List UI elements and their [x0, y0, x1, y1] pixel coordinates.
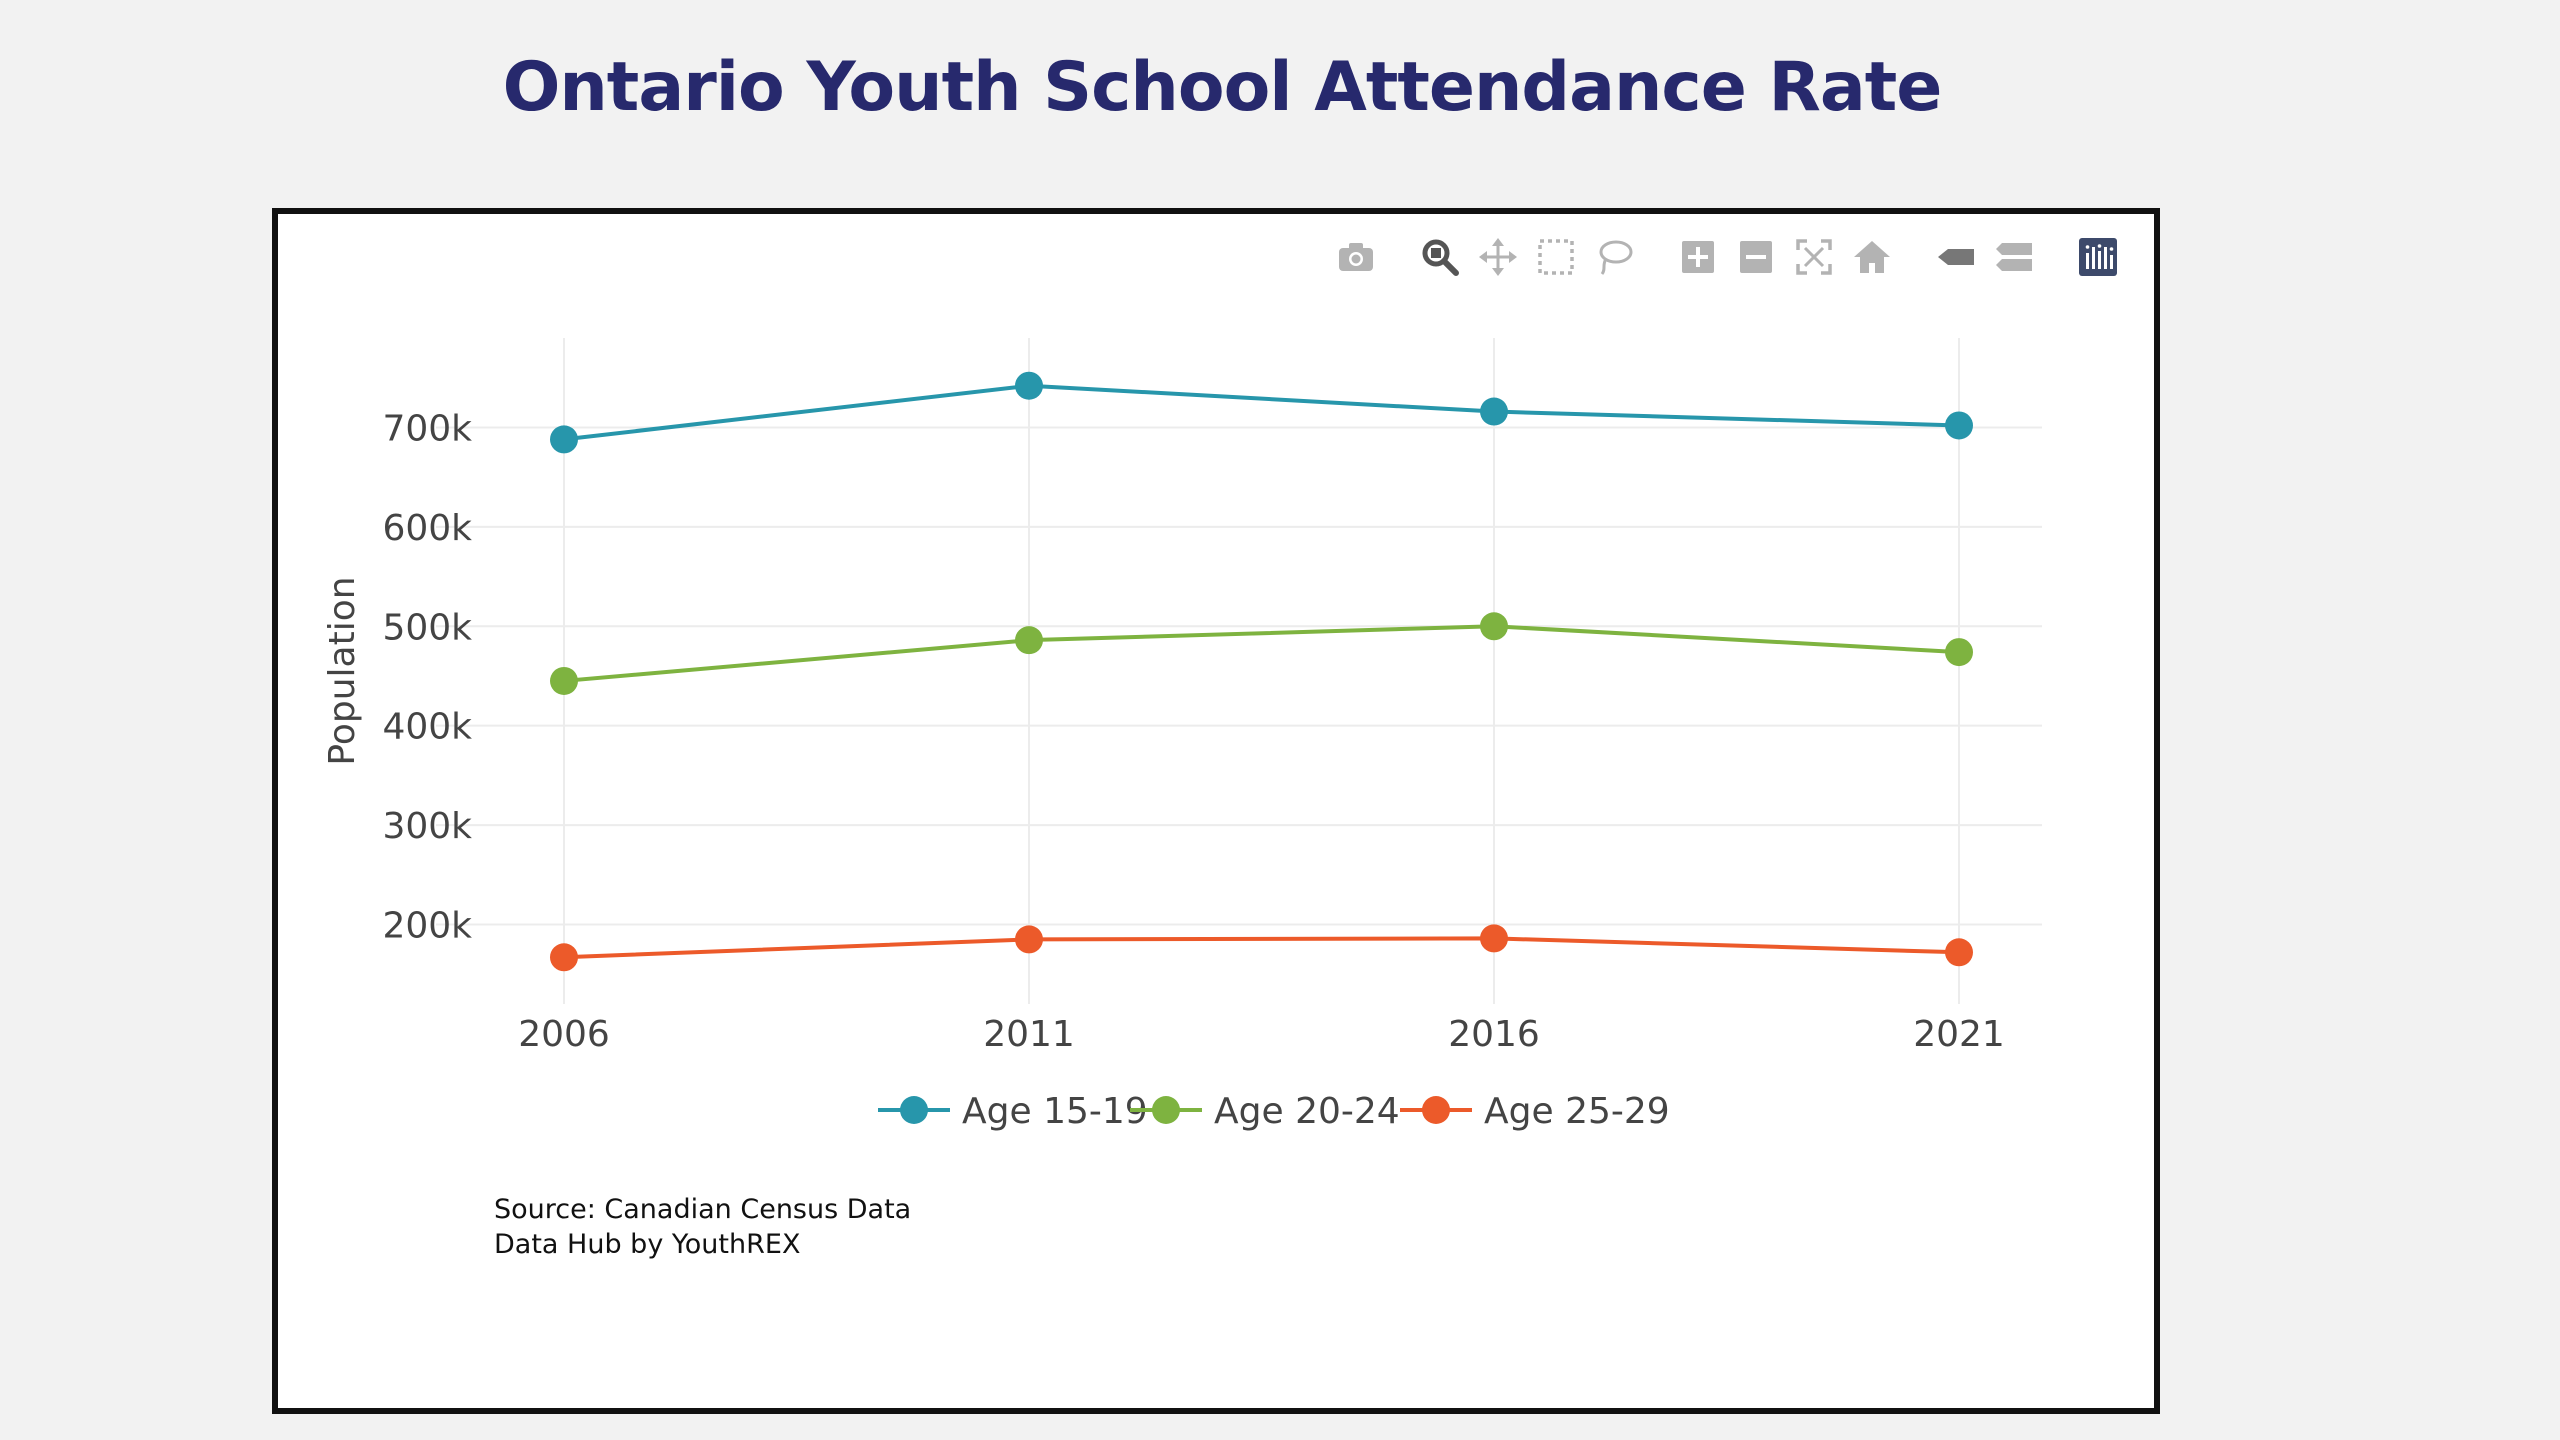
source-line-1: Source: Canadian Census Data: [494, 1194, 912, 1225]
pan-icon[interactable]: [1472, 231, 1524, 283]
chart-frame: 2006 2011 2016 2021 200k 300k 400k 500k 600k 700k…: [272, 208, 2160, 1414]
x-tick-label: 2021: [1913, 1014, 2005, 1055]
series-lines: [550, 371, 1973, 972]
data-point: [1480, 612, 1508, 641]
lasso-select-icon[interactable]: [1588, 231, 1640, 283]
reset-axes-icon[interactable]: [1846, 231, 1898, 283]
data-point: [1480, 924, 1508, 953]
series-line: [563, 936, 1960, 960]
data-point: [1015, 371, 1043, 400]
y-tick-label: 700k: [382, 408, 472, 449]
x-tick-label: 2006: [518, 1014, 610, 1055]
modebar: [1324, 228, 2124, 286]
data-point: [1945, 638, 1973, 667]
y-tick-label: 500k: [382, 607, 472, 648]
data-point: [1945, 938, 1973, 967]
box-select-icon[interactable]: [1530, 231, 1582, 283]
spike-lines-icon[interactable]: [1930, 231, 1982, 283]
line-chart: 2006 2011 2016 2021 200k 300k 400k 500k 600k 700k…: [322, 338, 2042, 1132]
y-axis-title: Population: [322, 576, 363, 765]
y-tick-label: 400k: [382, 707, 472, 748]
source-line-2: Data Hub by YouthREX: [494, 1229, 801, 1260]
axes: 2006 2011 2016 2021 200k 300k 400k 500k 600k 700k…: [322, 408, 2005, 1055]
legend: Age 15-19 Age 20-24 Age 25-29: [878, 1091, 1670, 1132]
y-tick-label: 200k: [382, 905, 472, 946]
zoom-icon[interactable]: [1414, 231, 1466, 283]
legend-label: Age 25-29: [1484, 1091, 1670, 1132]
series-line: [563, 624, 1960, 683]
legend-swatch-marker: [1422, 1096, 1450, 1124]
source-note: Source: Canadian Census Data Data Hub by…: [494, 1192, 911, 1262]
legend-swatch-marker: [900, 1096, 928, 1124]
autoscale-icon[interactable]: [1788, 231, 1840, 283]
compare-hover-icon[interactable]: [1988, 231, 2040, 283]
plotly-logo-icon[interactable]: [2072, 231, 2124, 283]
data-point: [1015, 626, 1043, 655]
legend-swatch-marker: [1152, 1096, 1180, 1124]
data-point: [550, 943, 578, 972]
gridlines: [436, 338, 2042, 1004]
data-point: [550, 425, 578, 454]
x-tick-label: 2016: [1448, 1014, 1540, 1055]
x-tick-label: 2011: [983, 1014, 1075, 1055]
y-tick-label: 300k: [382, 806, 472, 847]
zoom-in-icon[interactable]: [1672, 231, 1724, 283]
legend-label: Age 15-19: [962, 1091, 1148, 1132]
data-point: [1015, 925, 1043, 954]
y-tick-label: 600k: [382, 508, 472, 549]
page-title: Ontario Youth School Attendance Rate: [502, 48, 1943, 127]
legend-label: Age 20-24: [1214, 1091, 1400, 1132]
data-point: [1480, 397, 1508, 426]
data-point: [1945, 411, 1973, 440]
zoom-out-icon[interactable]: [1730, 231, 1782, 283]
series-line: [563, 383, 1960, 442]
camera-icon[interactable]: [1330, 231, 1382, 283]
data-point: [550, 666, 578, 695]
